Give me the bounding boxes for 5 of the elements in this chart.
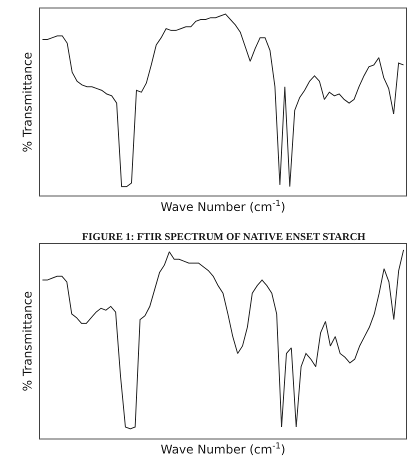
caption: FIGURE 1: FTIR SPECTRUM OF NATIVE ENSET STARCH xyxy=(82,232,366,243)
y-axis-title: % Transmittance xyxy=(20,291,34,392)
y-axis-title: % Transmittance xyxy=(20,52,34,152)
x-axis-title: Wave Number (cm$^{-1}$) xyxy=(160,440,286,456)
x-axis-title: Wave Number (cm$^{-1}$) xyxy=(160,198,286,214)
